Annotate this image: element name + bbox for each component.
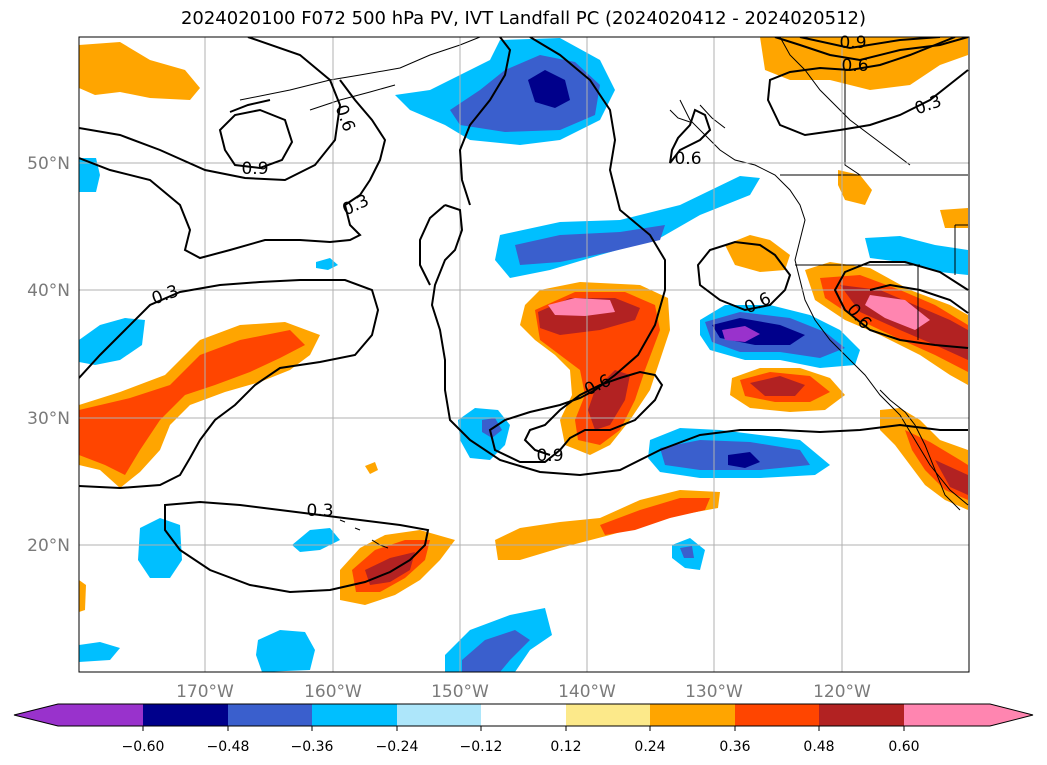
contour-label: 0.9 — [241, 159, 268, 179]
colorbar-tick-label: 0.24 — [634, 739, 665, 755]
colorbar-tick-label: −0.24 — [376, 739, 419, 755]
lat-label: 50°N — [27, 154, 70, 174]
colorbar-segment — [397, 704, 481, 726]
colorbar-segment — [14, 704, 143, 726]
colorbar-segment — [735, 704, 819, 726]
lon-label: 140°W — [558, 682, 616, 702]
colorbar-tick-label: 0.12 — [550, 739, 581, 755]
contour-labels: 0.9 0.6 0.3 0.6 0.9 0.3 0.3 0.6 0.6 0.6 … — [149, 33, 944, 521]
pv-shading — [79, 37, 968, 672]
colorbar-segment — [143, 704, 228, 726]
lon-label: 150°W — [431, 682, 489, 702]
colorbar-tick-label: 0.60 — [888, 739, 919, 755]
contour-label: 0.9 — [536, 446, 563, 466]
lon-label: 160°W — [304, 682, 362, 702]
colorbar-segment — [904, 704, 1033, 726]
colorbar-segment — [819, 704, 904, 726]
contour-label: 0.6 — [331, 102, 359, 134]
lat-label: 20°N — [27, 536, 70, 556]
borders — [780, 70, 968, 340]
map-frame — [78, 36, 970, 673]
colorbar-segment — [312, 704, 397, 726]
contour-label: 0.6 — [674, 149, 701, 169]
colorbar-tick-label: 0.48 — [803, 739, 834, 755]
colorbar-segment — [650, 704, 735, 726]
colorbar-tick-label: −0.36 — [291, 739, 334, 755]
latitude-labels: 50°N 40°N 30°N 20°N — [27, 154, 70, 556]
colorbar-tick-label: −0.48 — [207, 739, 250, 755]
lon-label: 170°W — [176, 682, 234, 702]
contour-label: 0.3 — [912, 91, 944, 119]
colorbar: −0.60 −0.48 −0.36 −0.24 −0.12 0.12 0.24 … — [13, 703, 1034, 755]
colorbar-tick-label: 0.36 — [719, 739, 750, 755]
colorbar-segment — [566, 704, 650, 726]
colorbar-segment — [228, 704, 312, 726]
lat-label: 30°N — [27, 409, 70, 429]
contour-label: 0.9 — [839, 33, 866, 53]
lat-label: 40°N — [27, 281, 70, 301]
lon-label: 130°W — [685, 682, 743, 702]
longitude-labels: 170°W 160°W 150°W 140°W 130°W 120°W — [176, 682, 871, 702]
contour-label: 0.3 — [339, 191, 372, 221]
map-title: 2024020100 F072 500 hPa PV, IVT Landfall… — [180, 8, 867, 29]
colorbar-tick-label: −0.60 — [122, 739, 165, 755]
ivt-contours — [79, 37, 969, 594]
lon-label: 120°W — [813, 682, 871, 702]
contour-label: 0.6 — [841, 56, 868, 76]
contour-label: 0.3 — [149, 281, 181, 309]
contour-label: 0.3 — [306, 501, 333, 521]
colorbar-segment — [481, 704, 566, 726]
colorbar-tick-label: −0.12 — [460, 739, 503, 755]
